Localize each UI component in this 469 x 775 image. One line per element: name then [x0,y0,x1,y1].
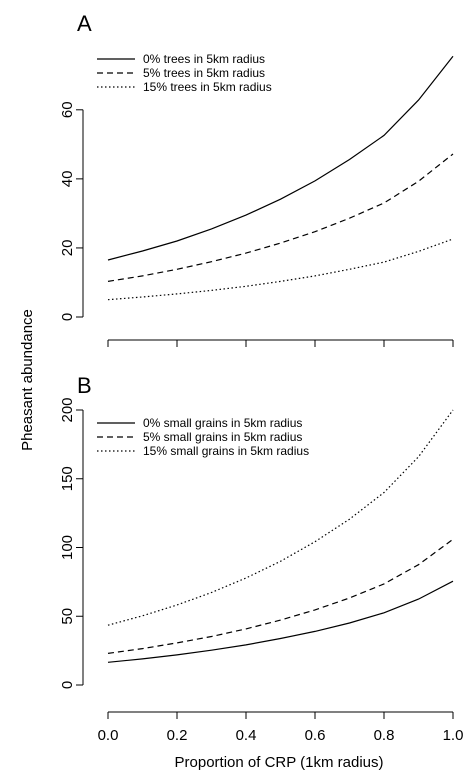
panel-b-x-ticks: 0.0 0.2 0.4 0.6 0.8 1.0 [98,712,464,744]
panel-b-series [107,409,454,663]
panel-a-label: A [77,11,92,36]
panel-b: B 0 50 100 150 200 0.0 0.2 0.4 0.6 0.8 1.0 0% sma… [59,373,463,744]
panel-b-x-tick-label: 0.4 [236,727,257,744]
panel-b-series-line-2 [107,538,454,654]
panel-b-y-tick-label: 0 [59,681,76,689]
panel-b-series-line-3 [107,409,454,626]
panel-a-series [107,55,454,301]
panel-b-y-tick-label: 200 [59,397,76,422]
panel-a-series-line-3 [107,238,454,301]
panel-b-x-tick-label: 0.2 [167,727,188,744]
panel-b-y-tick-label: 150 [59,466,76,491]
panel-b-x-tick-label: 0.6 [305,727,326,744]
panel-a-series-line-2 [107,153,454,282]
panel-a-legend-label: 15% trees in 5km radius [143,80,272,94]
panel-b-y-tick-label: 100 [59,535,76,560]
y-axis-title: Pheasant abundance [19,309,36,451]
panel-a-legend-label: 5% trees in 5km radius [143,66,265,80]
panel-b-y-tick-label: 50 [59,608,76,625]
panel-a-legend-label: 0% trees in 5km radius [143,52,265,66]
panel-a-y-tick-label: 20 [59,240,76,257]
panel-b-label: B [77,373,92,398]
panel-b-x-tick-label: 0.8 [374,727,395,744]
panel-b-y-ticks: 0 50 100 150 200 [59,397,83,689]
panel-b-x-tick-label: 0.0 [98,727,119,744]
panel-b-legend-label: 5% small grains in 5km radius [143,430,302,444]
panel-a-y-tick-label: 0 [59,313,76,321]
panel-b-legend-label: 15% small grains in 5km radius [143,444,309,458]
panel-b-series-line-1 [107,580,454,663]
panel-b-legend-label: 0% small grains in 5km radius [143,416,302,430]
panel-a-x-ticks [107,340,454,347]
panel-a-y-tick-label: 40 [59,171,76,188]
x-axis-title: Proportion of CRP (1km radius) [175,754,384,771]
panel-b-x-tick-label: 1.0 [443,727,464,744]
panel-a-y-tick-label: 60 [59,101,76,118]
panel-a-y-ticks: 0 20 40 60 [59,101,83,321]
panel-a-series-line-1 [107,55,454,261]
